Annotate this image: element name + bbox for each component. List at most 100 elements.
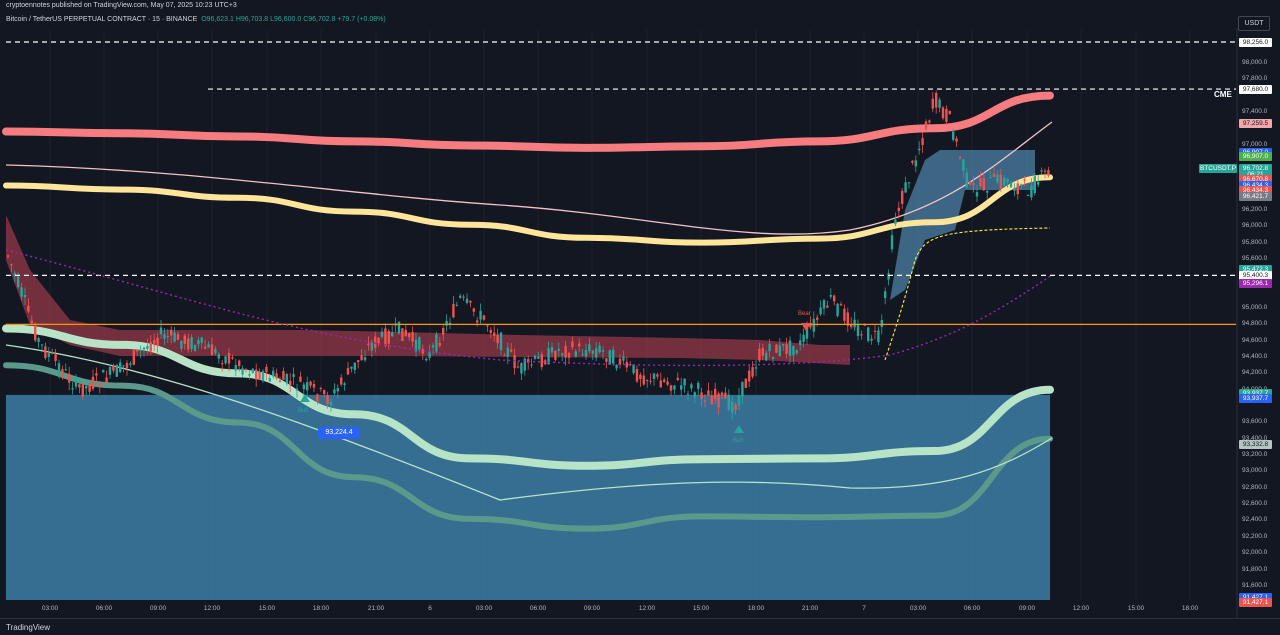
candle-body xyxy=(176,334,180,340)
purple-dotted-curve xyxy=(5,249,1053,367)
candle-body xyxy=(686,393,690,395)
time-tick-label: 12:00 xyxy=(1072,605,1090,612)
time-tick-label: 06:00 xyxy=(95,605,113,612)
candle-body xyxy=(720,392,724,396)
candle-body xyxy=(540,354,543,368)
candle-body xyxy=(61,369,64,377)
candle-body xyxy=(302,384,305,390)
candle-body xyxy=(112,365,115,371)
time-tick-label: 18:00 xyxy=(1181,605,1199,612)
candle-body xyxy=(676,377,679,381)
candle-body xyxy=(887,273,890,280)
candle-body xyxy=(996,174,999,183)
candle-body xyxy=(193,344,197,351)
candle-body xyxy=(615,364,618,369)
candle-body xyxy=(860,334,863,336)
candle-body xyxy=(982,177,985,191)
candle-body xyxy=(635,369,639,382)
candle-body xyxy=(448,322,452,325)
candle-body xyxy=(387,330,390,344)
band-line-1 xyxy=(3,174,1053,246)
candle-body xyxy=(370,342,373,351)
time-tick-label: 6 xyxy=(428,605,432,612)
candle-body xyxy=(435,334,438,352)
candle-body xyxy=(992,173,996,178)
candle-body xyxy=(741,381,744,397)
candle-body xyxy=(782,343,785,346)
candle-body xyxy=(571,341,574,348)
candle-body xyxy=(972,183,975,185)
candle-body xyxy=(401,328,404,341)
price-tick-label: 93,400.0 xyxy=(1242,434,1268,442)
currency-button[interactable]: USDT xyxy=(1238,16,1270,31)
publish-bar: cryptoennotes published on TradingView.c… xyxy=(0,0,1280,14)
candle-body xyxy=(605,358,608,362)
candle-body xyxy=(241,368,244,375)
tradingview-logo[interactable]: TradingView xyxy=(6,623,51,632)
time-tick-label: 18:00 xyxy=(747,605,765,612)
candle-body xyxy=(187,338,190,350)
candle-body xyxy=(119,362,122,373)
candle-body xyxy=(367,343,370,346)
candle-body xyxy=(224,356,227,364)
candle-body xyxy=(1037,181,1040,185)
candle-body xyxy=(462,296,465,298)
band-line-3 xyxy=(3,362,1053,532)
candle-body xyxy=(30,320,33,323)
candle-body xyxy=(870,338,873,341)
candle-body xyxy=(20,287,23,297)
candle-body xyxy=(261,371,265,381)
candle-body xyxy=(516,366,520,368)
candle-body xyxy=(360,355,363,361)
lower-inner-band xyxy=(5,344,1053,501)
candle-body xyxy=(472,308,475,312)
candle-body xyxy=(989,177,992,179)
candle-body xyxy=(523,358,526,371)
candle-body xyxy=(907,182,911,184)
candle-body xyxy=(357,360,360,363)
symbol-bar: Bitcoin / TetherUS PERPETUAL CONTRACT · … xyxy=(6,16,386,23)
candle-body xyxy=(350,366,353,369)
price-tick-label: 92,000.0 xyxy=(1242,549,1268,557)
candle-body xyxy=(894,219,897,225)
candle-body xyxy=(200,337,203,343)
candle-body xyxy=(459,295,462,298)
candle-body xyxy=(911,160,914,163)
candle-body xyxy=(867,327,870,341)
time-tick-label: 03:00 xyxy=(41,605,59,612)
candle-body xyxy=(6,255,10,257)
price-tag: 06:21 xyxy=(1239,169,1272,179)
candle-body xyxy=(768,343,771,352)
candle-body xyxy=(476,320,479,323)
candle-body xyxy=(129,363,132,365)
candle-body xyxy=(935,93,938,108)
candle-body xyxy=(343,383,346,385)
candle-body xyxy=(649,380,652,382)
price-tick-label: 92,400.0 xyxy=(1242,516,1268,524)
candle-body xyxy=(51,352,54,354)
candle-body xyxy=(591,350,594,354)
yellow-dashed-path xyxy=(884,227,1051,361)
candle-body xyxy=(856,324,860,337)
candle-body xyxy=(979,178,982,187)
price-tick-label: 93,000.0 xyxy=(1242,467,1268,475)
upper-cloud-zone xyxy=(890,150,1035,300)
price-tick-label: 96,200.0 xyxy=(1242,205,1268,213)
candle-body xyxy=(537,356,540,359)
candle-body xyxy=(34,325,37,341)
price-tag: 96,907.0 xyxy=(1239,151,1272,161)
candle-body xyxy=(411,332,414,342)
candle-body xyxy=(91,376,95,389)
candle-body xyxy=(139,349,142,351)
candle-body xyxy=(278,380,282,382)
price-tick-label: 94,600.0 xyxy=(1242,336,1268,344)
time-tick-label: 03:00 xyxy=(909,605,927,612)
candle-body xyxy=(612,349,615,364)
candle-body xyxy=(986,190,989,193)
candle-body xyxy=(1030,185,1033,198)
candle-body xyxy=(656,374,659,377)
symbol-title[interactable]: Bitcoin / TetherUS PERPETUAL CONTRACT · … xyxy=(6,16,198,23)
candle-body xyxy=(231,357,234,359)
candle-body xyxy=(646,379,649,381)
